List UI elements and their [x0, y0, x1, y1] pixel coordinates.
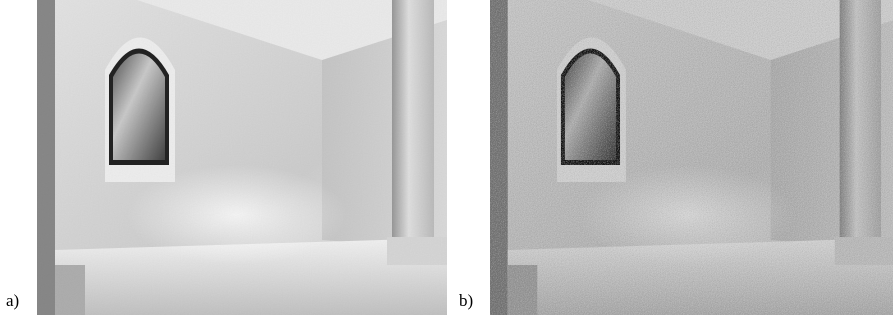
render-a — [37, 0, 447, 315]
panel-label: a) — [6, 291, 19, 311]
panel-label: b) — [459, 291, 473, 311]
render-b — [490, 0, 893, 315]
figure: a) b) — [0, 0, 893, 320]
renders — [0, 0, 893, 320]
